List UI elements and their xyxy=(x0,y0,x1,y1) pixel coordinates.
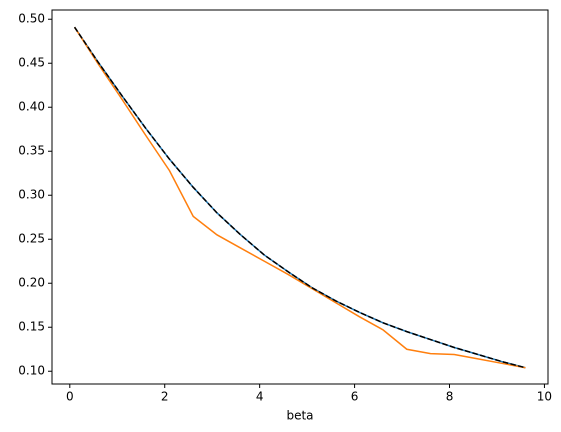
y-tick-label: 0.50 xyxy=(18,12,45,26)
y-tick-label: 0.35 xyxy=(18,144,45,158)
data-line xyxy=(73,26,526,369)
y-tick-label: 0.40 xyxy=(18,100,45,114)
x-tick-label: 8 xyxy=(446,390,454,404)
x-tick-label: 10 xyxy=(537,390,552,404)
y-tick-label: 0.45 xyxy=(18,56,45,70)
x-axis-label: beta xyxy=(286,409,313,423)
y-tick-label: 0.10 xyxy=(18,364,45,378)
x-tick-label: 0 xyxy=(66,390,74,404)
x-tick-label: 2 xyxy=(161,390,169,404)
y-tick-label: 0.25 xyxy=(18,232,45,246)
x-tick-label: 4 xyxy=(256,390,264,404)
y-tick-label: 0.15 xyxy=(18,320,45,334)
data-line xyxy=(73,26,526,369)
y-tick-label: 0.20 xyxy=(18,276,45,290)
x-tick-label: 6 xyxy=(351,390,359,404)
plot-frame xyxy=(51,9,549,385)
data-line xyxy=(73,26,526,369)
y-tick-label: 0.30 xyxy=(18,188,45,202)
